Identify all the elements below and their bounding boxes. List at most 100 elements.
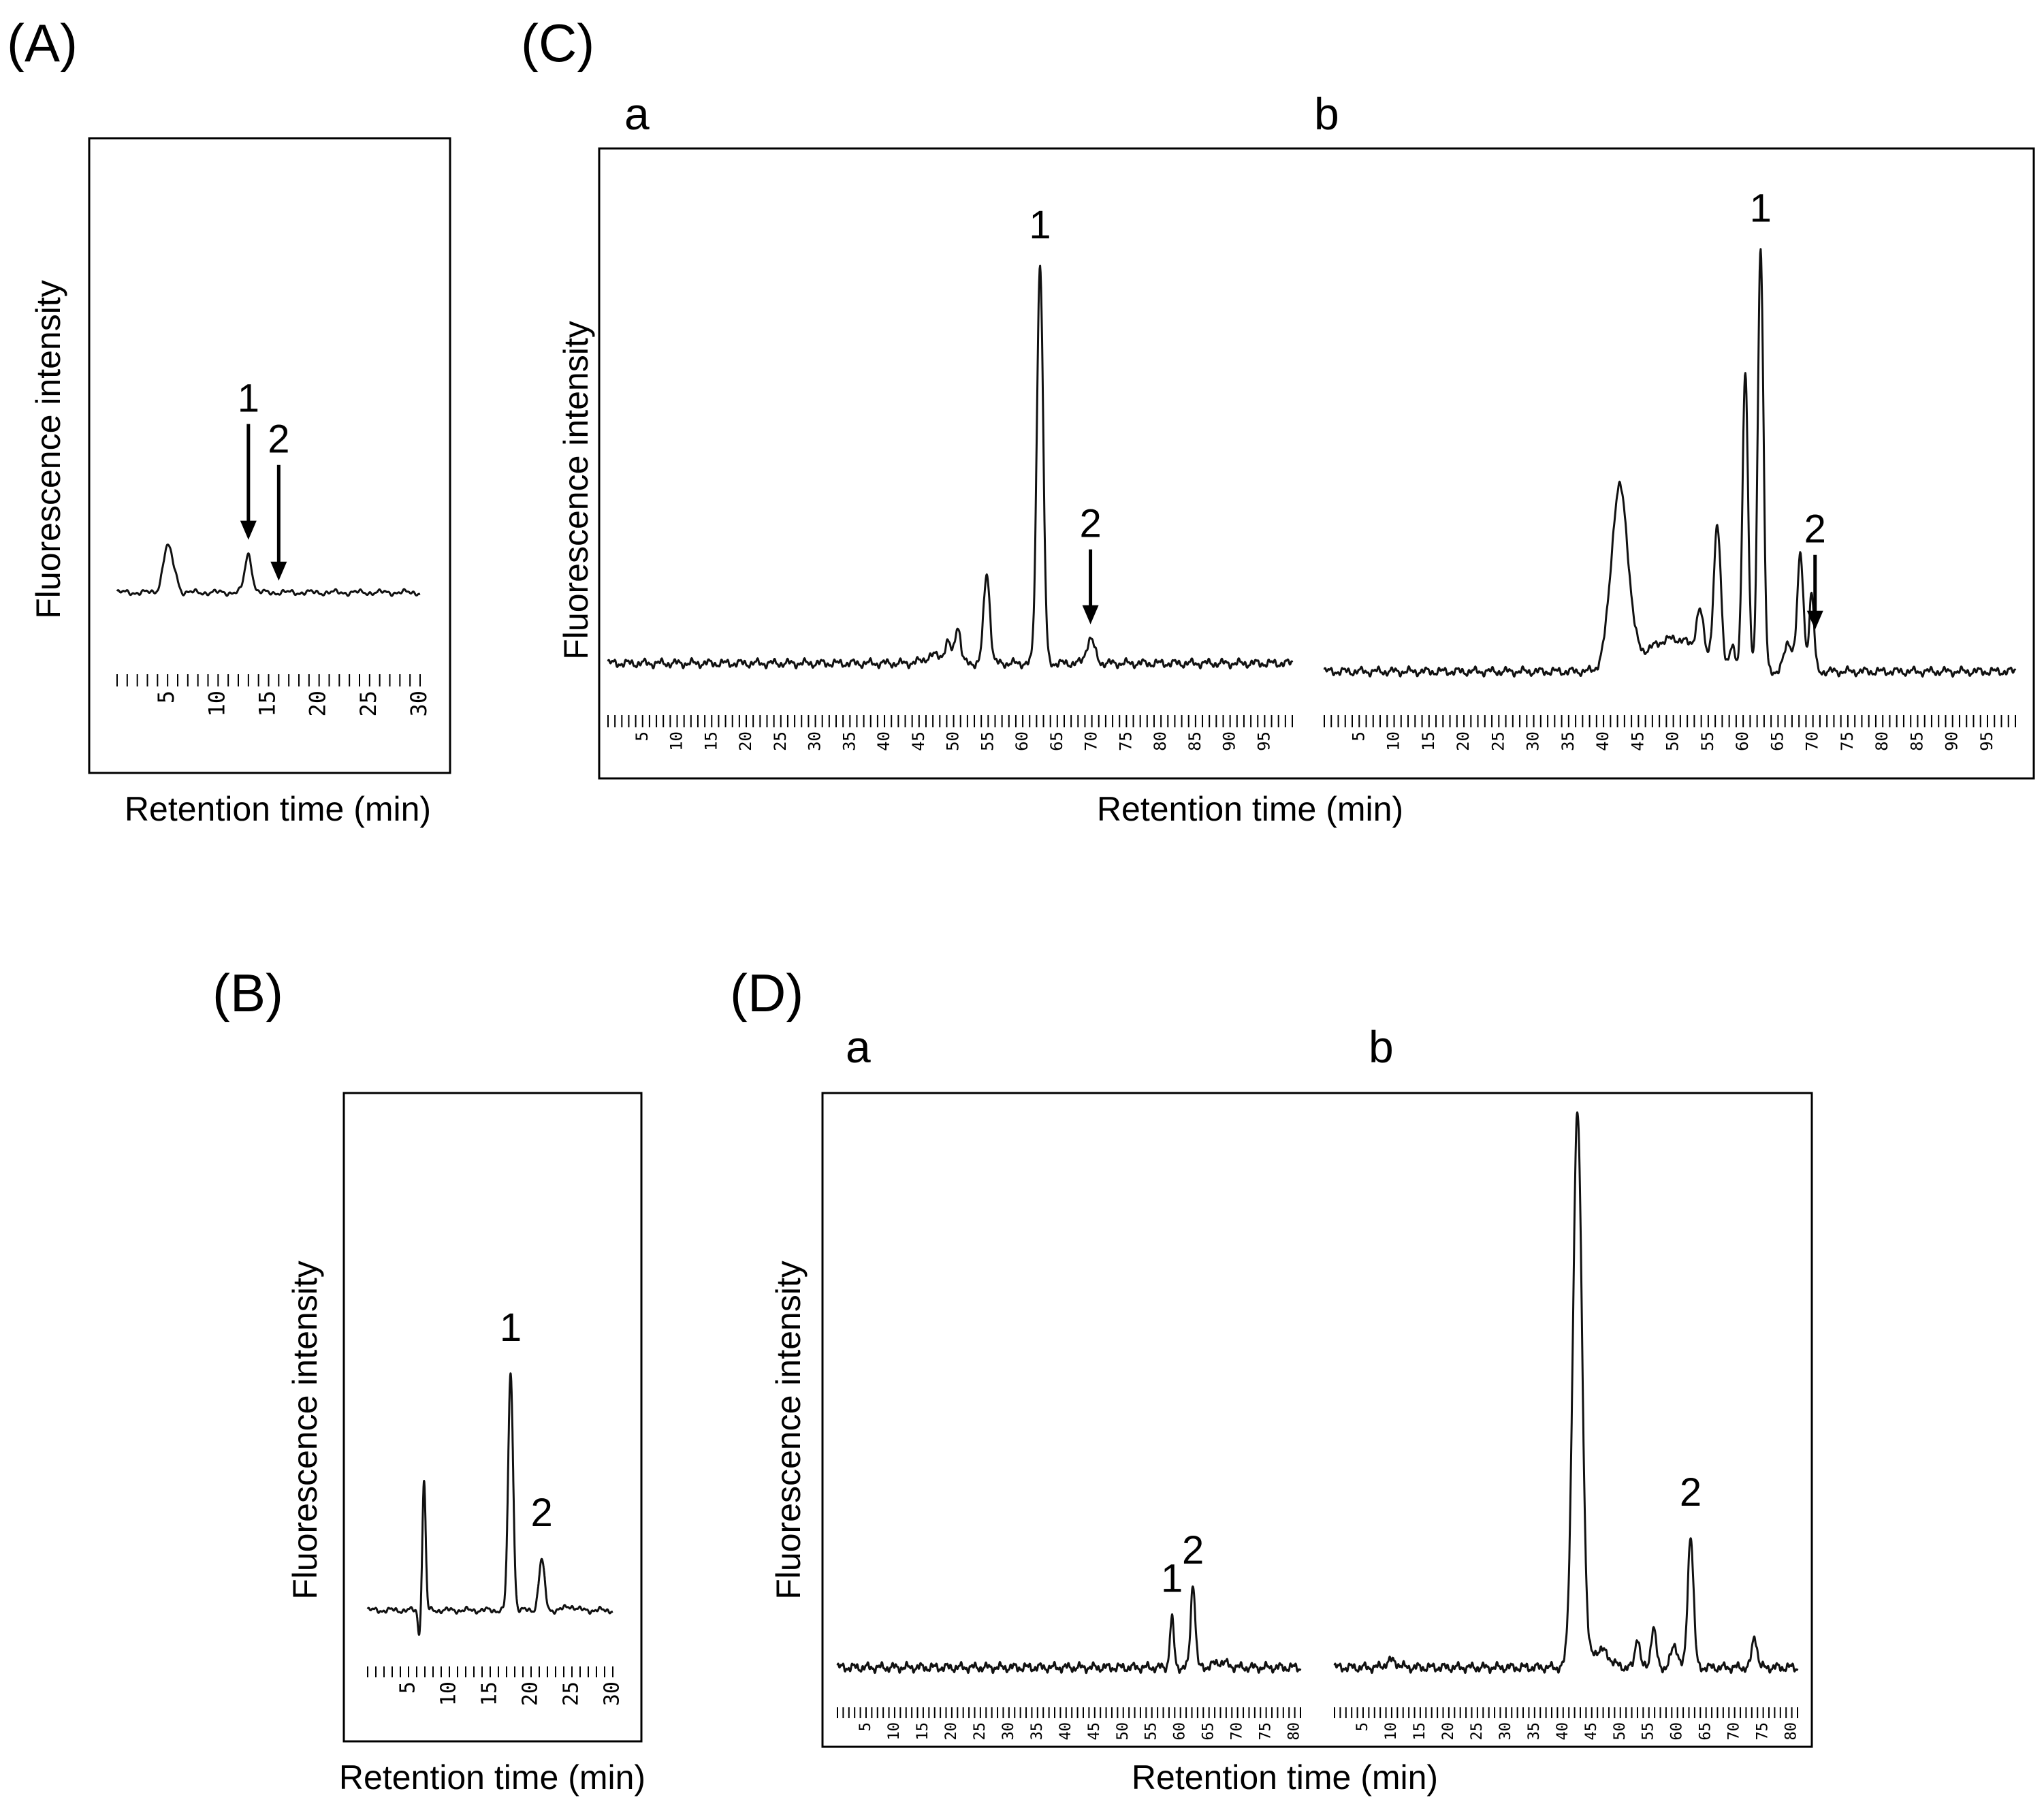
panel-c-a-tick-label: 60 (1012, 731, 1032, 751)
panel-d-b-tick-label: 55 (1640, 1722, 1657, 1741)
panel-label-b: (B) (212, 963, 283, 1023)
panel-c-b-tick-label: 55 (1698, 731, 1717, 751)
panel-d-frame (821, 1092, 1813, 1748)
panel-b-xlabel: Retention time (min) (339, 1758, 645, 1797)
panel-b-tick-label: 30 (601, 1681, 624, 1706)
panel-c-b-tick-label: 10 (1384, 731, 1403, 751)
subplot-label-d-b: b (1369, 1022, 1394, 1072)
panel-c-b-tick-label: 95 (1977, 731, 1996, 751)
panel-b-ylabel: Fluorescence intensity (286, 1261, 324, 1599)
panel-a-arrow-head (240, 520, 257, 540)
panel-c-a-peak-label: 2 (1079, 502, 1101, 546)
panel-d-b-tick-label: 40 (1554, 1722, 1571, 1741)
panel-c-ylabel: Fluorescence intensity (557, 321, 595, 659)
panel-c-b-tick-label: 65 (1768, 731, 1787, 751)
panel-c-b-tick-label: 5 (1349, 731, 1368, 741)
panel-c-a-arrow-head (1082, 605, 1099, 624)
panel-d-a-tick-label: 5 (857, 1722, 874, 1731)
panel-c-b-tick-label: 90 (1943, 731, 1962, 751)
panel-a-xlabel: Retention time (min) (125, 790, 431, 828)
panel-label-d: (D) (730, 963, 803, 1023)
panel-d-b-peak-label: 2 (1680, 1470, 1702, 1515)
panel-c-a-tick-label: 75 (1116, 731, 1135, 751)
panel-c-b-tick-label: 80 (1872, 731, 1891, 751)
panel-d-a-tick-label: 45 (1086, 1722, 1103, 1741)
panel-b-peak-label: 1 (500, 1305, 522, 1350)
panel-d-a-tick-label: 10 (886, 1722, 903, 1741)
panel-c-b-peak-label: 2 (1804, 507, 1826, 552)
subplot-label-c-a: a (624, 89, 650, 139)
panel-d-b-tick-label: 30 (1497, 1722, 1514, 1741)
panel-a-tick-label: 10 (204, 691, 229, 717)
panel-a-trace (116, 543, 421, 597)
panel-c-b-tick-label: 40 (1593, 731, 1612, 751)
panel-d-b-tick-label: 25 (1469, 1722, 1486, 1741)
subplot-label-d-a: a (846, 1022, 871, 1072)
panel-d-a-tick-label: 55 (1143, 1722, 1160, 1741)
panel-c-frame (598, 147, 2035, 780)
subplot-label-c-b: b (1314, 89, 1339, 139)
panel-a-tick-label: 20 (305, 691, 331, 717)
panel-d-b-tick-label: 60 (1669, 1722, 1686, 1741)
panel-c-b-tick-label: 30 (1524, 731, 1543, 751)
panel-d-a-tick-label: 40 (1057, 1722, 1074, 1741)
panel-a-peak-label: 1 (238, 377, 259, 421)
panel-c-a-tick-label: 65 (1047, 731, 1066, 751)
panel-c-xlabel: Retention time (min) (1097, 790, 1403, 828)
panel-d-a-peak-label: 2 (1182, 1528, 1204, 1572)
panel-d-b-tick-label: 10 (1383, 1722, 1400, 1741)
panel-label-c: (C) (521, 13, 594, 73)
panel-c-a-tick-label: 5 (633, 731, 652, 741)
panel-label-a: (A) (7, 13, 78, 73)
panel-b-ruler: 5 10 15 20 25 30 (367, 1666, 624, 1706)
panel-c-b-tick-label: 15 (1419, 731, 1438, 751)
panel-c-b-tick-label: 20 (1454, 731, 1473, 751)
panel-a-tick-label: 5 (153, 691, 179, 703)
panel-c-a-tick-label: 40 (874, 731, 893, 751)
panel-d-b-tick-label: 5 (1354, 1722, 1371, 1731)
panel-d-ylabel: Fluorescence intensity (769, 1261, 808, 1599)
panel-b-tick-label: 15 (478, 1681, 502, 1706)
panel-c-a-tick-label: 70 (1082, 731, 1101, 751)
panel-b-frame (342, 1092, 643, 1743)
panel-c-b-tick-label: 35 (1559, 731, 1578, 751)
panel-b-peak-label: 2 (530, 1491, 552, 1535)
panel-d-b-ruler: 5 10 15 20 25 30 35 40 45 50 55 60 65 70 75 80 (1334, 1707, 1800, 1741)
panel-d-a-tick-label: 70 (1229, 1722, 1246, 1741)
panel-c-b-tick-label: 70 (1803, 731, 1822, 751)
panel-d-b-tick-label: 20 (1440, 1722, 1457, 1741)
panel-d-b-tick-label: 50 (1612, 1722, 1629, 1741)
panel-a-ruler: 5 10 15 20 25 30 (116, 674, 432, 717)
panel-c-b-tick-label: 85 (1907, 731, 1926, 751)
panel-c-a-peak-label: 1 (1029, 203, 1051, 247)
panel-c-a-ruler: 5 10 15 20 25 30 35 40 45 50 55 60 65 70 75 80 85 90 95 (607, 715, 1293, 751)
panel-a-tick-label: 30 (406, 691, 432, 717)
panel-c-a-tick-label: 50 (944, 731, 963, 751)
panel-a-ylabel: Fluorescence intensity (29, 280, 67, 618)
panel-d-b-tick-label: 80 (1783, 1722, 1800, 1741)
panel-d-a-ruler: 5 10 15 20 25 30 35 40 45 50 55 60 65 70 75 80 (837, 1707, 1303, 1741)
panel-d-b-tick-label: 45 (1583, 1722, 1600, 1741)
panel-c-a-tick-label: 20 (736, 731, 755, 751)
panel-a-tick-label: 25 (355, 691, 381, 717)
panel-d-b-tick-label: 65 (1697, 1722, 1714, 1741)
panel-c-a-tick-label: 80 (1151, 731, 1170, 751)
panel-b-tick-label: 25 (560, 1681, 584, 1706)
panel-b-tick-label: 10 (437, 1681, 461, 1706)
panel-d-b-tick-label: 70 (1726, 1722, 1743, 1741)
panel-c-a-tick-label: 45 (909, 731, 928, 751)
panel-d-a-trace (836, 1585, 1302, 1675)
panel-b-trace (366, 1372, 614, 1636)
panel-c-a-tick-label: 85 (1185, 731, 1204, 751)
panel-d-a-tick-label: 60 (1172, 1722, 1189, 1741)
panel-c-a-tick-label: 55 (978, 731, 997, 751)
panel-c-b-trace (1323, 248, 2017, 678)
panel-d-a-tick-label: 30 (1000, 1722, 1017, 1741)
panel-a-arrow-head (270, 561, 287, 581)
panel-c-b-tick-label: 75 (1838, 731, 1857, 751)
panel-c-a-tick-label: 10 (667, 731, 686, 751)
panel-d-a-peak-label: 1 (1161, 1557, 1183, 1601)
panel-c-a-tick-label: 90 (1220, 731, 1239, 751)
